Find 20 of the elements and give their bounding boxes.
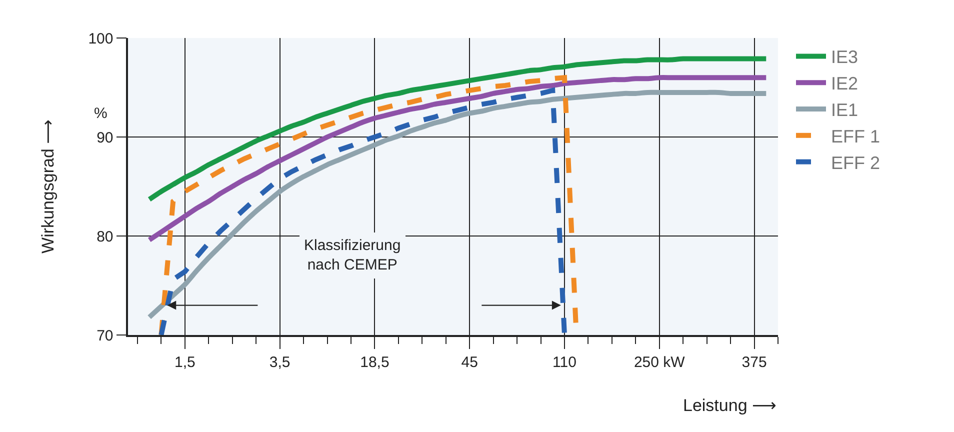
x-axis-title: Leistung ⟶ bbox=[683, 396, 776, 415]
legend-label: IE1 bbox=[831, 100, 858, 120]
x-tick-label: 375 bbox=[742, 354, 767, 371]
legend-label: EFF 1 bbox=[831, 126, 880, 146]
y-axis-title: Wirkungsgrad ⟶ bbox=[38, 120, 58, 254]
x-tick-label: 110 bbox=[552, 354, 576, 371]
x-tick-label: 3,5 bbox=[269, 354, 290, 371]
legend-label: IE2 bbox=[831, 74, 858, 94]
x-tick-label: 1,5 bbox=[174, 354, 196, 371]
y-tick-label: 80 bbox=[96, 228, 114, 246]
legend-label: EFF 2 bbox=[831, 152, 880, 173]
y-tick-label: 90 bbox=[96, 129, 114, 146]
x-tick-label: 250 kW bbox=[634, 354, 686, 371]
y-tick-label: 70 bbox=[96, 327, 114, 344]
text: % bbox=[94, 105, 108, 122]
y-tick-label: 100 bbox=[88, 30, 114, 48]
x-tick-label: 45 bbox=[461, 354, 478, 371]
x-tick-label: 18,5 bbox=[360, 354, 390, 371]
annotation: Klassifizierung nach CEMEP bbox=[304, 237, 401, 274]
legend-label: IE3 bbox=[831, 47, 858, 68]
